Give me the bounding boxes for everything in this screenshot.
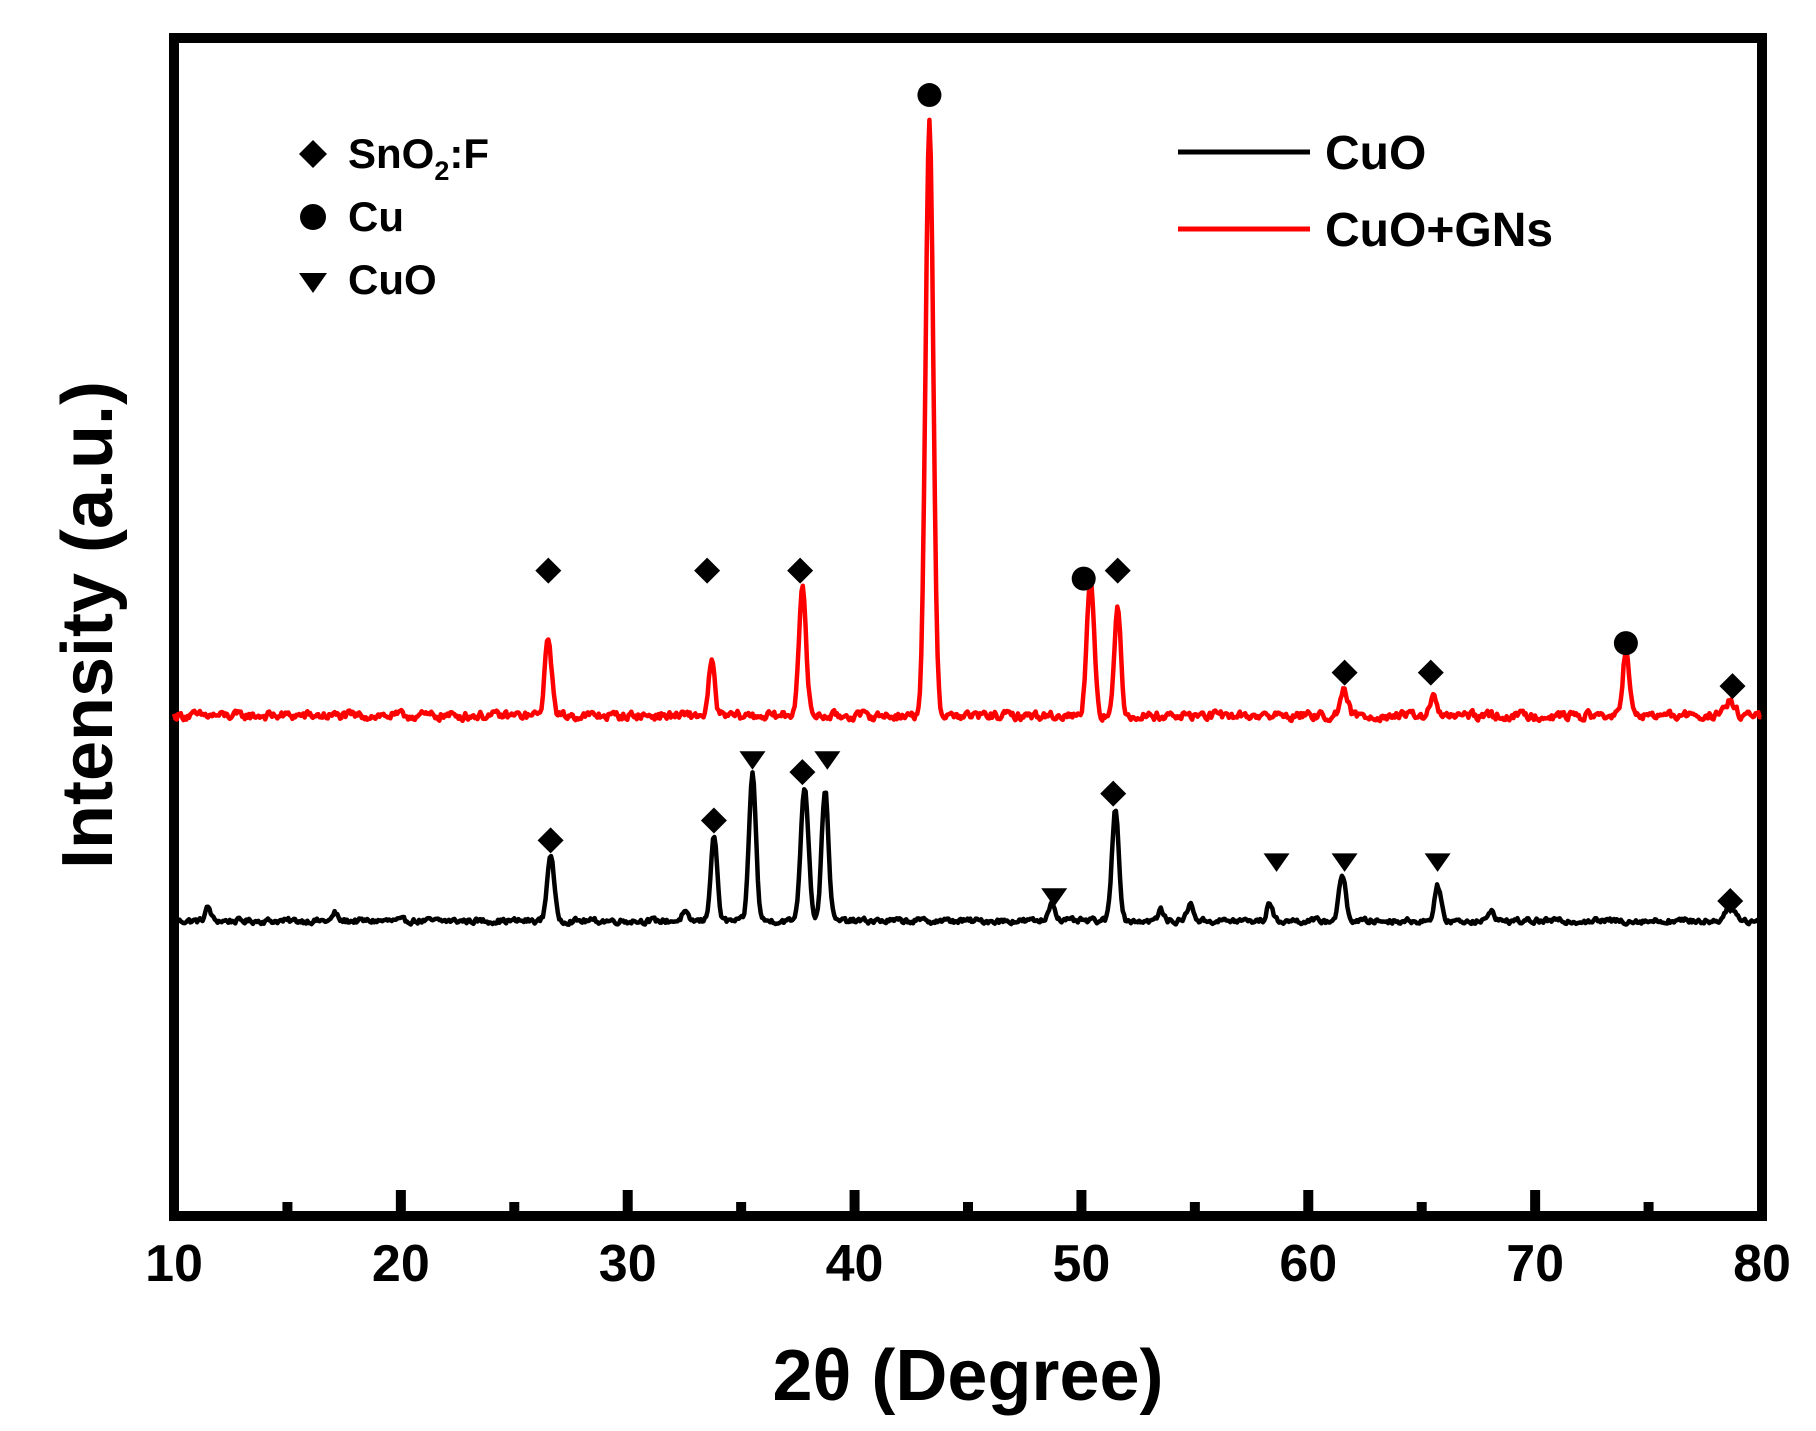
diamond-marker <box>787 557 814 584</box>
y-axis-label: Intensity (a.u.) <box>48 381 128 869</box>
x-tick-label: 70 <box>1506 1235 1564 1293</box>
x-tick-label: 20 <box>372 1235 430 1293</box>
diamond-marker <box>789 759 816 786</box>
phase-marker-layer <box>535 83 1746 915</box>
x-tick-label: 10 <box>145 1235 203 1293</box>
diamond-marker <box>1717 888 1744 915</box>
diamond-icon <box>299 140 327 168</box>
marker-key-label-cu: Cu <box>348 193 404 240</box>
diamond-marker <box>700 807 727 834</box>
marker-key-label-sno2f: SnO2:F <box>348 130 489 186</box>
series-line-cuo <box>172 770 1763 927</box>
triangle-down-marker <box>1424 853 1451 872</box>
x-tick-labels: 10 20 30 40 50 60 70 80 <box>145 1235 1791 1293</box>
diamond-marker <box>1417 659 1444 686</box>
marker-key-label-cuo: CuO <box>348 256 437 303</box>
diamond-marker <box>1104 557 1131 584</box>
diamond-marker <box>694 557 721 584</box>
x-tick-label: 60 <box>1279 1235 1337 1293</box>
diamond-marker <box>1719 673 1746 700</box>
x-major-ticks <box>169 1190 1767 1216</box>
triangle-down-icon <box>299 273 327 293</box>
x-tick-label: 30 <box>599 1235 657 1293</box>
legend-label-cuo: CuO <box>1325 127 1426 180</box>
circle-marker <box>917 83 942 108</box>
triangle-down-marker <box>814 751 841 770</box>
triangle-down-marker <box>739 751 766 770</box>
x-tick-label: 50 <box>1053 1235 1111 1293</box>
diamond-marker <box>1331 659 1358 686</box>
series-line-cuo-gns <box>171 117 1762 724</box>
circle-marker <box>1071 566 1096 591</box>
x-tick-label: 40 <box>826 1235 884 1293</box>
series-layer <box>171 117 1763 927</box>
circle-marker <box>1613 631 1638 656</box>
diamond-marker <box>535 557 562 584</box>
triangle-down-marker <box>1331 853 1358 872</box>
diamond-marker <box>537 827 564 854</box>
marker-key: SnO2:F Cu CuO <box>299 130 489 303</box>
x-tick-label: 80 <box>1733 1235 1791 1293</box>
legend-label-cuo-gns: CuO+GNs <box>1325 204 1553 257</box>
legend: CuO CuO+GNs <box>1178 127 1553 257</box>
x-axis-label: 2θ (Degree) <box>772 1336 1163 1416</box>
triangle-down-marker <box>1263 853 1290 872</box>
x-minor-ticks <box>282 1202 1654 1216</box>
circle-icon <box>300 204 326 230</box>
triangle-down-marker <box>1041 888 1068 907</box>
diamond-marker <box>1100 780 1127 807</box>
